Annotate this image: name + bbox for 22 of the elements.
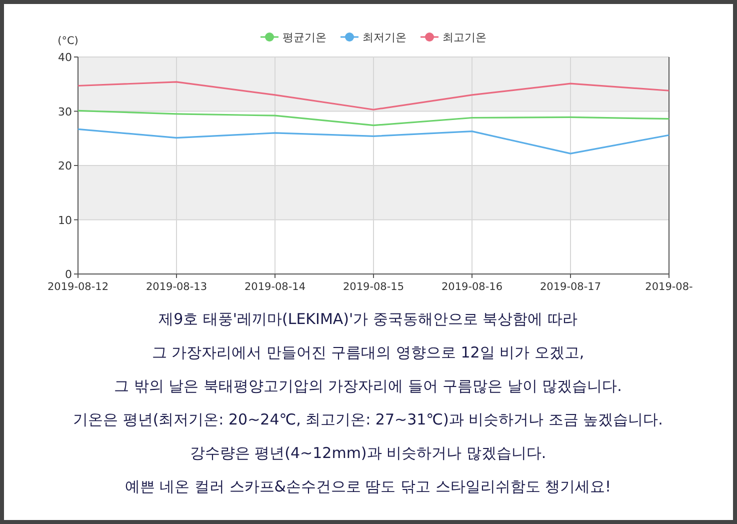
text: 제9호 태풍'레끼마(LEKIMA)'가 중국동해안으로 북상함에 따라	[158, 310, 578, 328]
x-tick-label: 2019-08-17	[540, 281, 602, 293]
x-tick-label: 2019-08-15	[342, 281, 404, 293]
y-tick-label: 10	[58, 214, 72, 227]
x-tick-label: 2019-08-12	[47, 281, 109, 293]
x-tick-label: 2019-08-16	[441, 281, 503, 293]
y-tick-label: 30	[58, 105, 72, 118]
text: 그 밖의 날은 북태평양고기압의 가장자리에 들어 구름많은 날이 많겠습니다.	[114, 377, 622, 395]
text: 그 가장자리에서 만들어진 구름대의 영향으로 12일 비가 오겠고,	[152, 344, 584, 362]
legend-label: 최저기온	[362, 31, 406, 44]
legend-label: 최고기온	[442, 31, 486, 44]
legend-label: 평균기온	[282, 31, 326, 44]
y-tick-label: 20	[58, 160, 72, 172]
x-tick-label: 2019-08-13	[146, 281, 208, 293]
text: 예쁜 네온 컬러 스카프&손수건으로 땀도 닦고 스타일리쉬함도 챙기세요!	[124, 478, 612, 496]
y-tick-label: 40	[58, 51, 72, 64]
x-tick-label: 2019-08-	[645, 281, 694, 293]
y-tick-label: 0	[65, 268, 72, 281]
text: 기온은 평년(최저기온: 20~24℃, 최고기온: 27~31℃)과 비슷하거나 조금 높겠습니다.	[73, 410, 663, 428]
y-axis-title: (°C)	[58, 35, 78, 47]
text: 강수량은 평년(4~12mm)과 비슷하거나 많겠습니다.	[190, 444, 546, 462]
x-tick-label: 2019-08-14	[244, 281, 306, 293]
